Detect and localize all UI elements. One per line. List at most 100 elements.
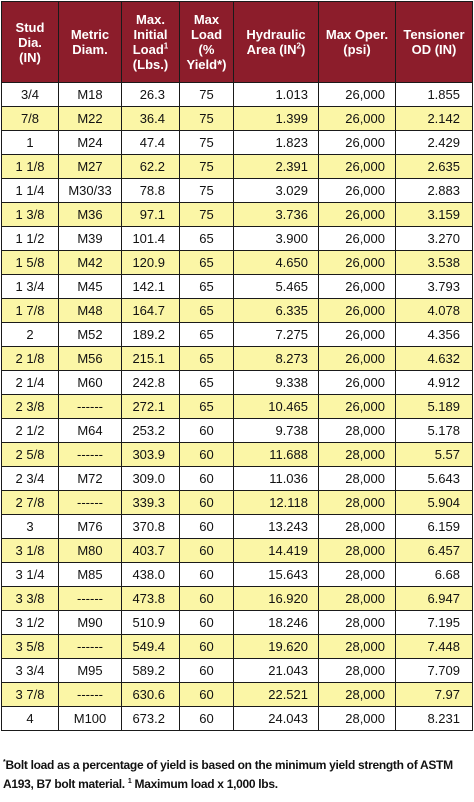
tensioner-od-cell: 5.189: [395, 394, 473, 419]
stud-dia-cell: 3/4: [1, 82, 59, 107]
max-load-cell: 65: [179, 226, 234, 251]
max-load-cell: 75: [179, 82, 234, 107]
max-oper-cell: 26,000: [318, 274, 396, 299]
max-oper-cell: 26,000: [318, 202, 396, 227]
metric-diam-cell: ------: [58, 586, 122, 611]
hydraulic-area-cell: 3.029: [233, 178, 319, 203]
hydraulic-area-cell: 16.920: [233, 586, 319, 611]
metric-diam-cell: ------: [58, 394, 122, 419]
max-load-cell: 60: [179, 658, 234, 683]
max-oper-cell: 26,000: [318, 322, 396, 347]
hydraulic-area-cell: 3.900: [233, 226, 319, 251]
max-load-cell: 65: [179, 394, 234, 419]
table-row: 1 3/4 M45 142.1 65 5.465 26,000 3.793: [1, 274, 473, 299]
max-oper-cell: 26,000: [318, 178, 396, 203]
metric-diam-cell: M42: [58, 250, 122, 275]
metric-diam-cell: M22: [58, 106, 122, 131]
metric-diam-cell: M27: [58, 154, 122, 179]
max-load-cell: 60: [179, 586, 234, 611]
initial-load-cell: 589.2: [121, 658, 180, 683]
stud-dia-cell: 1: [1, 130, 59, 155]
max-oper-cell: 28,000: [318, 634, 396, 659]
metric-diam-cell: M36: [58, 202, 122, 227]
max-load-cell: 75: [179, 154, 234, 179]
metric-diam-cell: M30/33: [58, 178, 122, 203]
metric-diam-cell: M60: [58, 370, 122, 395]
initial-load-cell: 97.1: [121, 202, 180, 227]
max-load-cell: 60: [179, 634, 234, 659]
stud-dia-cell: 3 3/8: [1, 586, 59, 611]
initial-load-cell: 303.9: [121, 442, 180, 467]
tensioner-od-cell: 3.538: [395, 250, 473, 275]
metric-diam-cell: M18: [58, 82, 122, 107]
hydraulic-area-cell: 2.391: [233, 154, 319, 179]
table-row: 2 3/8 ------ 272.1 65 10.465 26,000 5.189: [1, 394, 473, 419]
header-max-oper-psi: Max Oper. (psi): [318, 1, 396, 83]
stud-dia-cell: 1 1/2: [1, 226, 59, 251]
hydraulic-area-cell: 18.246: [233, 610, 319, 635]
metric-diam-cell: M95: [58, 658, 122, 683]
metric-diam-cell: M24: [58, 130, 122, 155]
max-oper-cell: 26,000: [318, 298, 396, 323]
metric-diam-cell: M85: [58, 562, 122, 587]
max-oper-cell: 26,000: [318, 82, 396, 107]
table-row: 4 M100 673.2 60 24.043 28,000 8.231: [1, 706, 473, 731]
table-row: 2 5/8 ------ 303.9 60 11.688 28,000 5.57: [1, 442, 473, 467]
metric-diam-cell: M39: [58, 226, 122, 251]
hydraulic-area-cell: 9.338: [233, 370, 319, 395]
max-oper-cell: 28,000: [318, 562, 396, 587]
table-row: 2 1/4 M60 242.8 65 9.338 26,000 4.912: [1, 370, 473, 395]
table-row: 1 1/8 M27 62.2 75 2.391 26,000 2.635: [1, 154, 473, 179]
hydraulic-area-cell: 14.419: [233, 538, 319, 563]
initial-load-cell: 673.2: [121, 706, 180, 731]
initial-load-cell: 438.0: [121, 562, 180, 587]
hydraulic-area-cell: 15.643: [233, 562, 319, 587]
tensioner-od-cell: 8.231: [395, 706, 473, 731]
tensioner-od-cell: 5.643: [395, 466, 473, 491]
initial-load-cell: 272.1: [121, 394, 180, 419]
hydraulic-area-cell: 10.465: [233, 394, 319, 419]
tensioner-od-cell: 4.356: [395, 322, 473, 347]
stud-dia-cell: 2 3/8: [1, 394, 59, 419]
max-load-cell: 65: [179, 322, 234, 347]
table-row: 2 7/8 ------ 339.3 60 12.118 28,000 5.904: [1, 490, 473, 515]
hydraulic-area-cell: 19.620: [233, 634, 319, 659]
metric-diam-cell: M64: [58, 418, 122, 443]
initial-load-cell: 403.7: [121, 538, 180, 563]
stud-dia-cell: 1 3/4: [1, 274, 59, 299]
tensioner-od-cell: 6.159: [395, 514, 473, 539]
table-row: 3 3/4 M95 589.2 60 21.043 28,000 7.709: [1, 658, 473, 683]
table-row: 2 1/2 M64 253.2 60 9.738 28,000 5.178: [1, 418, 473, 443]
table-row: 1 5/8 M42 120.9 65 4.650 26,000 3.538: [1, 250, 473, 275]
stud-dia-cell: 3 3/4: [1, 658, 59, 683]
max-load-cell: 65: [179, 250, 234, 275]
metric-diam-cell: M56: [58, 346, 122, 371]
stud-dia-cell: 3 1/8: [1, 538, 59, 563]
initial-load-cell: 215.1: [121, 346, 180, 371]
max-load-cell: 60: [179, 466, 234, 491]
tensioner-od-cell: 2.883: [395, 178, 473, 203]
initial-load-cell: 47.4: [121, 130, 180, 155]
max-load-cell: 65: [179, 370, 234, 395]
table-body: 3/4 M18 26.3 75 1.013 26,000 1.855 7/8 M22 36.4 75…: [1, 82, 473, 731]
initial-load-cell: 309.0: [121, 466, 180, 491]
stud-dia-cell: 1 3/8: [1, 202, 59, 227]
table-row: 1 3/8 M36 97.1 75 3.736 26,000 3.159: [1, 202, 473, 227]
max-oper-cell: 26,000: [318, 394, 396, 419]
max-load-cell: 60: [179, 418, 234, 443]
initial-load-cell: 242.8: [121, 370, 180, 395]
header-metric-diam: Metric Diam.: [58, 1, 122, 83]
header-hydraulic-area: Hydraulic Area (IN2): [233, 1, 319, 83]
hydraulic-area-cell: 11.036: [233, 466, 319, 491]
max-oper-cell: 28,000: [318, 490, 396, 515]
max-load-cell: 60: [179, 514, 234, 539]
metric-diam-cell: ------: [58, 442, 122, 467]
initial-load-cell: 120.9: [121, 250, 180, 275]
table-row: 7/8 M22 36.4 75 1.399 26,000 2.142: [1, 106, 473, 131]
max-oper-cell: 26,000: [318, 154, 396, 179]
max-load-cell: 60: [179, 490, 234, 515]
max-oper-cell: 26,000: [318, 346, 396, 371]
max-oper-cell: 28,000: [318, 706, 396, 731]
tensioner-od-cell: 5.57: [395, 442, 473, 467]
tensioner-od-cell: 6.947: [395, 586, 473, 611]
